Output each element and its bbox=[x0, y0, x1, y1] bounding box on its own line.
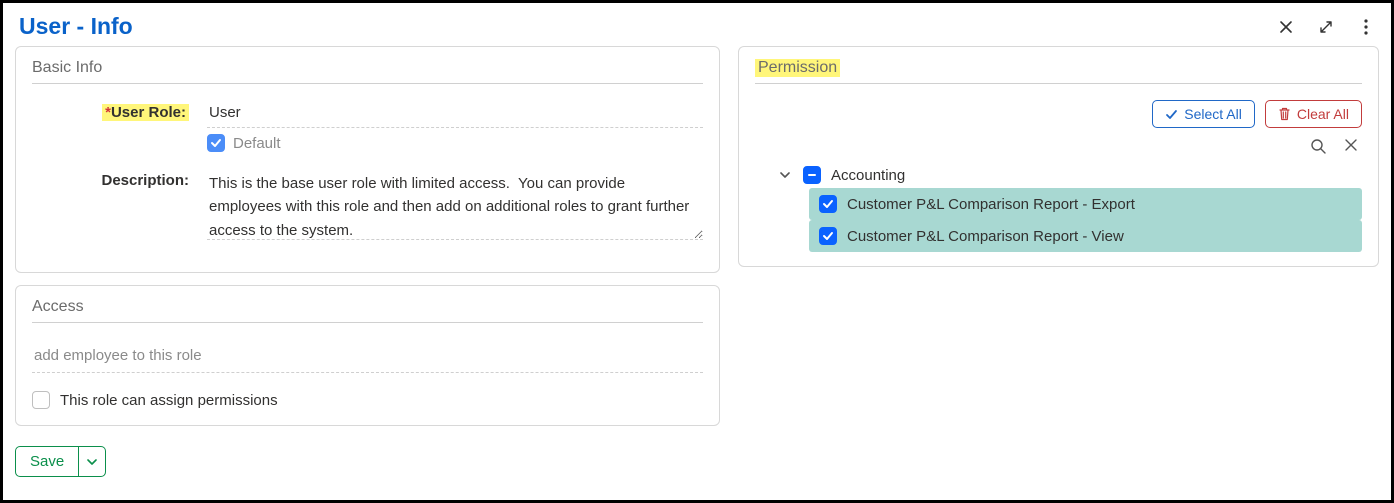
expand-icon[interactable] bbox=[1317, 18, 1335, 36]
user-role-value-wrap: Default bbox=[207, 100, 703, 156]
left-column: Basic Info *User Role: bbox=[15, 46, 720, 477]
permission-heading: Permission bbox=[755, 59, 840, 77]
check-icon bbox=[822, 230, 834, 242]
chevron-down-icon[interactable] bbox=[777, 167, 793, 183]
basic-info-heading: Basic Info bbox=[32, 59, 703, 84]
tree-leaf-checkbox[interactable] bbox=[819, 227, 837, 245]
assign-permissions-checkbox[interactable] bbox=[32, 391, 50, 409]
select-all-label: Select All bbox=[1184, 106, 1242, 122]
user-role-label-highlight: *User Role: bbox=[102, 104, 189, 121]
more-icon[interactable] bbox=[1357, 18, 1375, 36]
permission-tree: Accounting Customer P&L Comparison Repor… bbox=[755, 162, 1362, 252]
right-column: Permission Select All Clear All bbox=[738, 46, 1379, 477]
add-employee-input[interactable] bbox=[32, 339, 703, 373]
title-actions bbox=[1277, 18, 1375, 36]
check-icon bbox=[822, 198, 834, 210]
description-value-wrap bbox=[207, 168, 703, 244]
page-title: User - Info bbox=[19, 13, 133, 40]
minus-icon bbox=[807, 170, 817, 180]
content-columns: Basic Info *User Role: bbox=[13, 46, 1381, 477]
tree-node-accounting: Accounting bbox=[775, 162, 1362, 188]
tree-tools bbox=[755, 138, 1362, 154]
select-all-button[interactable]: Select All bbox=[1152, 100, 1255, 128]
user-role-row: *User Role: Default bbox=[32, 100, 703, 156]
access-heading: Access bbox=[32, 298, 703, 323]
default-checkbox[interactable] bbox=[207, 134, 225, 152]
trash-icon bbox=[1278, 107, 1291, 121]
user-role-label-wrap: *User Role: bbox=[32, 100, 207, 121]
tree-leaf[interactable]: Customer P&L Comparison Report - View bbox=[809, 220, 1362, 252]
permission-panel: Permission Select All Clear All bbox=[738, 46, 1379, 267]
default-label: Default bbox=[233, 135, 281, 152]
tree-leaf[interactable]: Customer P&L Comparison Report - Export bbox=[809, 188, 1362, 220]
user-role-input[interactable] bbox=[207, 100, 703, 128]
default-row: Default bbox=[207, 134, 703, 152]
description-label: Description: bbox=[32, 168, 207, 189]
clear-all-label: Clear All bbox=[1297, 106, 1349, 122]
search-icon[interactable] bbox=[1310, 138, 1326, 154]
tree-children: Customer P&L Comparison Report - Export … bbox=[809, 188, 1362, 252]
user-info-panel: User - Info Basic Info *User Role: bbox=[0, 0, 1394, 503]
tree-leaf-label: Customer P&L Comparison Report - View bbox=[847, 228, 1124, 245]
basic-info-panel: Basic Info *User Role: bbox=[15, 46, 720, 273]
access-panel: Access This role can assign permissions bbox=[15, 285, 720, 426]
permission-actions: Select All Clear All bbox=[755, 100, 1362, 128]
permission-heading-row: Permission bbox=[755, 59, 1362, 84]
save-dropdown-button[interactable] bbox=[79, 446, 106, 477]
clear-all-button[interactable]: Clear All bbox=[1265, 100, 1362, 128]
save-button-group: Save bbox=[15, 446, 720, 477]
description-textarea[interactable] bbox=[207, 168, 703, 240]
save-button[interactable]: Save bbox=[15, 446, 79, 477]
close-icon[interactable] bbox=[1277, 18, 1295, 36]
check-icon bbox=[1165, 108, 1178, 121]
description-row: Description: bbox=[32, 168, 703, 244]
clear-search-icon[interactable] bbox=[1344, 138, 1358, 154]
assign-permissions-row: This role can assign permissions bbox=[32, 391, 703, 409]
assign-permissions-label: This role can assign permissions bbox=[60, 392, 278, 409]
check-icon bbox=[210, 137, 222, 149]
tree-node-checkbox[interactable] bbox=[803, 166, 821, 184]
user-role-label: User Role: bbox=[111, 104, 186, 121]
tree-node-label: Accounting bbox=[831, 167, 905, 184]
tree-leaf-checkbox[interactable] bbox=[819, 195, 837, 213]
caret-down-icon bbox=[87, 457, 97, 467]
titlebar: User - Info bbox=[13, 13, 1381, 46]
tree-leaf-label: Customer P&L Comparison Report - Export bbox=[847, 196, 1135, 213]
